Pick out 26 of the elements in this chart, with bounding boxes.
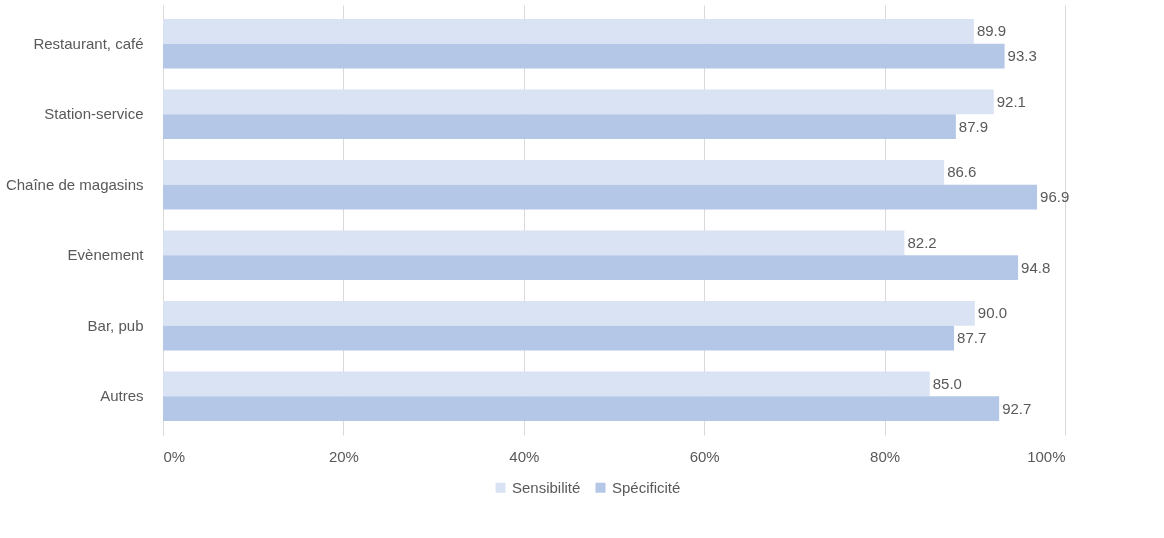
y-tick-label: Evènement bbox=[67, 246, 145, 264]
x-tick-label: 100% bbox=[1027, 447, 1066, 465]
y-tick-label: Station-service bbox=[44, 105, 144, 123]
y-tick-label: Bar, pub bbox=[87, 316, 144, 334]
data-label: 87.9 bbox=[958, 117, 989, 135]
data-label: 85.0 bbox=[932, 374, 962, 392]
legend-label: Sensibilité bbox=[512, 478, 581, 496]
x-tick-label: 40% bbox=[509, 447, 540, 465]
data-label: 90.0 bbox=[977, 304, 1007, 322]
data-label: 93.3 bbox=[1007, 47, 1037, 65]
data-label: 87.7 bbox=[957, 329, 987, 347]
x-tick-label: 60% bbox=[689, 447, 720, 465]
data-label: 92.7 bbox=[1002, 399, 1032, 417]
data-label: 94.8 bbox=[1021, 258, 1051, 276]
y-tick-label: Chaîne de magasins bbox=[5, 175, 144, 193]
legend-label: Spécificité bbox=[612, 478, 681, 496]
x-tick-label: 80% bbox=[870, 447, 901, 465]
x-tick-label: 20% bbox=[328, 447, 359, 465]
data-label: 92.1 bbox=[996, 92, 1026, 110]
x-tick-label: 0% bbox=[163, 447, 186, 465]
data-label: 96.9 bbox=[1040, 188, 1070, 206]
data-label: 86.6 bbox=[947, 163, 977, 181]
y-tick-label: Restaurant, café bbox=[33, 34, 144, 52]
y-tick-label: Autres bbox=[100, 387, 144, 405]
data-label: 89.9 bbox=[976, 22, 1007, 40]
data-label: 82.2 bbox=[907, 233, 937, 251]
